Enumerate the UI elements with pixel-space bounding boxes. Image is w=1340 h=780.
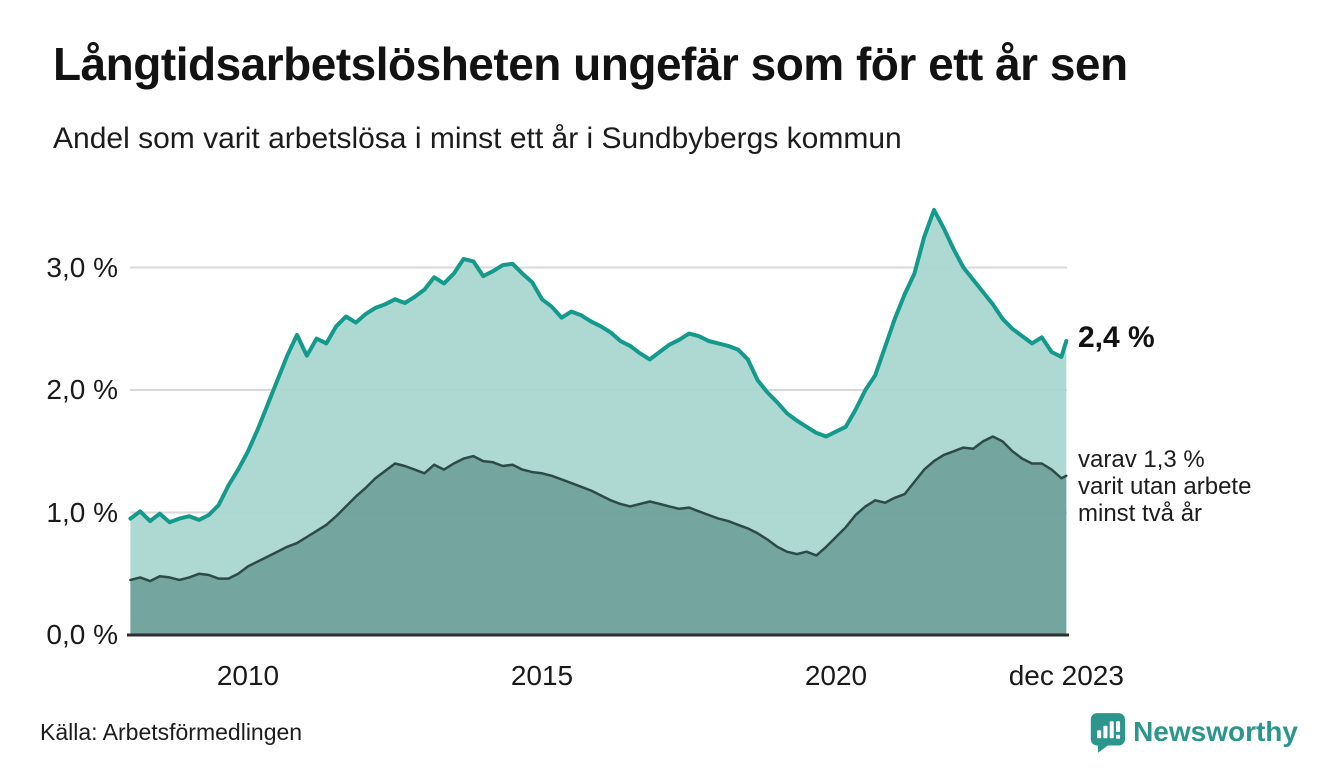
newsworthy-logo: Newsworthy (1089, 710, 1298, 754)
series-1-line (129, 435, 1068, 583)
varav-annotation-line2: varit utan arbete (1078, 473, 1252, 500)
page-subtitle: Andel som varit arbetslösa i minst ett å… (53, 122, 902, 155)
series-1-area (130, 436, 1067, 635)
y-axis-tick-label: 2,0 % (46, 374, 118, 405)
newsworthy-wordmark: Newsworthy (1133, 716, 1298, 747)
x-axis-tick-label: 2020 (804, 660, 868, 691)
source-text: Källa: Arbetsförmedlingen (40, 719, 303, 745)
varav-annotation: varav 1,3 % varit utan arbete minst två … (1078, 446, 1251, 527)
end-value-annotation: 2,4 % (1078, 321, 1155, 354)
x-axis-tick-label: 2010 (216, 660, 280, 691)
x-axis-tick-label: dec 2023 (1008, 660, 1124, 691)
y-axis-tick-label: 0,0 % (46, 619, 118, 650)
x-axis-tick-label: 2015 (510, 660, 574, 691)
newsworthy-icon (1090, 713, 1126, 753)
series-0-line (128, 207, 1069, 525)
varav-annotation-line1: varav 1,3 % (1078, 446, 1205, 473)
page-title: Långtidsarbetslösheten ungefär som för e… (53, 38, 1128, 90)
y-axis-tick-label: 3,0 % (46, 251, 118, 283)
y-axis-tick-label: 1,0 % (46, 496, 118, 528)
varav-annotation-line3: minst två år (1078, 500, 1203, 527)
